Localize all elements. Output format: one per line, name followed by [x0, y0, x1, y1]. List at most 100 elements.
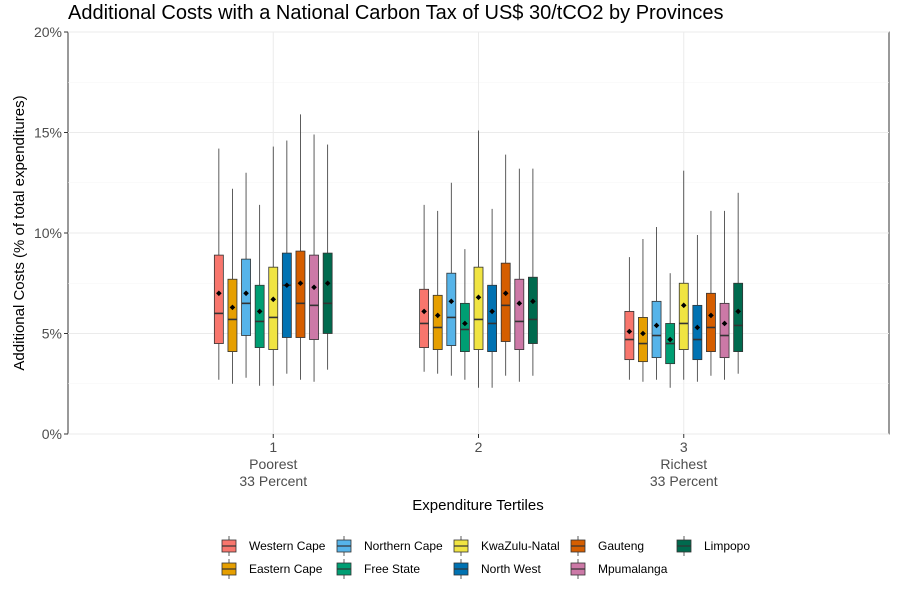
box-iqr	[254, 284, 265, 348]
box-kwazulu-natal-tertile-3	[678, 170, 689, 380]
chart-title: Additional Costs with a National Carbon …	[68, 2, 724, 24]
box-free-state-tertile-1	[254, 204, 265, 386]
y-tick-label: 10%	[34, 225, 62, 241]
y-tick-label: 5%	[42, 326, 62, 342]
box-eastern-cape-tertile-3	[638, 239, 648, 382]
box-northern-cape-tertile-2	[446, 182, 457, 376]
mean-marker	[229, 304, 236, 311]
box-iqr	[295, 250, 306, 338]
box-iqr	[678, 282, 689, 350]
box-iqr	[692, 304, 703, 361]
box-northern-cape-tertile-1	[241, 172, 251, 378]
box-iqr	[528, 276, 538, 344]
box-iqr	[227, 278, 238, 352]
box-gauteng-tertile-2	[500, 154, 511, 376]
mean-marker	[694, 324, 701, 331]
legend: Western Cape Eastern Cape Northern Cape Fre…	[221, 536, 750, 579]
mean-marker	[256, 308, 263, 315]
box-gauteng-tertile-1	[295, 114, 306, 380]
y-axis-title: Additional Costs (% of total expenditure…	[11, 95, 28, 370]
legend-label: Eastern Cape	[249, 562, 323, 576]
box-north-west-tertile-1	[281, 140, 292, 374]
mean-marker	[284, 282, 290, 289]
box-eastern-cape-tertile-2	[432, 210, 443, 374]
mean-marker	[270, 296, 277, 303]
mean-marker	[297, 280, 304, 287]
legend-label: Gauteng	[598, 539, 644, 553]
box-iqr	[651, 300, 662, 359]
y-axis: 0% 5% 10% 15% 20%	[34, 24, 68, 442]
box-north-west-tertile-2	[487, 208, 498, 388]
legend-item-north-west: North West	[453, 559, 541, 579]
mean-marker	[680, 302, 687, 309]
y-tick-label: 20%	[34, 24, 62, 40]
box-free-state-tertile-3	[665, 273, 676, 388]
mean-marker	[489, 308, 495, 315]
x-tick-label: 1	[269, 439, 277, 455]
box-limpopo-tertile-2	[528, 168, 538, 376]
box-iqr	[638, 317, 648, 363]
box-kwazulu-natal-tertile-1	[268, 146, 279, 386]
mean-marker	[721, 320, 728, 327]
x-tick-label: 33 Percent	[650, 473, 718, 489]
legend-item-western-cape: Western Cape	[221, 536, 326, 556]
mean-marker	[462, 320, 468, 327]
box-iqr	[500, 262, 511, 342]
box-iqr	[459, 302, 470, 352]
box-western-cape-tertile-1	[213, 148, 224, 380]
mean-marker	[626, 328, 633, 335]
mean-marker	[502, 290, 509, 297]
legend-label: Limpopo	[704, 539, 750, 553]
box-iqr	[719, 302, 730, 359]
box-kwazulu-natal-tertile-2	[473, 130, 484, 388]
mean-marker	[475, 294, 482, 301]
legend-label: North West	[481, 562, 541, 576]
mean-marker	[516, 300, 523, 307]
mean-marker	[324, 280, 331, 287]
legend-item-gauteng: Gauteng	[570, 536, 644, 556]
legend-label: KwaZulu-Natal	[481, 539, 560, 553]
box-iqr	[706, 292, 716, 352]
box-free-state-tertile-2	[459, 249, 470, 380]
box-iqr	[322, 252, 333, 334]
legend-label: Mpumalanga	[598, 562, 668, 576]
box-mpumalanga-tertile-1	[309, 134, 319, 382]
box-iqr	[309, 254, 319, 340]
box-iqr	[733, 282, 744, 352]
y-tick-label: 15%	[34, 125, 62, 141]
x-tick-label: Richest	[660, 456, 707, 472]
mean-marker	[311, 284, 317, 291]
legend-label: Northern Cape	[364, 539, 443, 553]
box-western-cape-tertile-3	[624, 257, 635, 380]
mean-marker	[448, 298, 455, 305]
box-iqr	[432, 294, 443, 350]
box-mpumalanga-tertile-3	[719, 210, 730, 380]
mean-marker	[735, 308, 741, 315]
x-tick-label: 2	[475, 439, 483, 455]
box-iqr	[213, 254, 224, 344]
box-iqr	[473, 266, 484, 350]
box-iqr	[487, 284, 498, 352]
box-iqr	[514, 278, 525, 350]
legend-item-free-state: Free State	[336, 559, 420, 579]
box-iqr	[268, 266, 279, 350]
mean-marker	[708, 312, 714, 319]
legend-item-mpumalanga: Mpumalanga	[570, 559, 668, 579]
box-limpopo-tertile-1	[322, 144, 333, 370]
mean-marker	[667, 336, 673, 343]
x-tick-label: 3	[680, 439, 688, 455]
x-axis-title: Expenditure Tertiles	[412, 497, 543, 514]
box-gauteng-tertile-3	[706, 210, 716, 376]
box-iqr	[624, 310, 635, 361]
mean-marker	[421, 308, 427, 315]
box-north-west-tertile-3	[692, 235, 703, 382]
x-tick-label: Poorest	[249, 456, 297, 472]
mean-marker	[243, 290, 249, 297]
box-iqr	[281, 252, 292, 338]
y-tick-label: 0%	[42, 426, 62, 442]
box-iqr	[241, 258, 251, 336]
mean-marker	[434, 312, 441, 319]
box-northern-cape-tertile-3	[651, 226, 662, 380]
